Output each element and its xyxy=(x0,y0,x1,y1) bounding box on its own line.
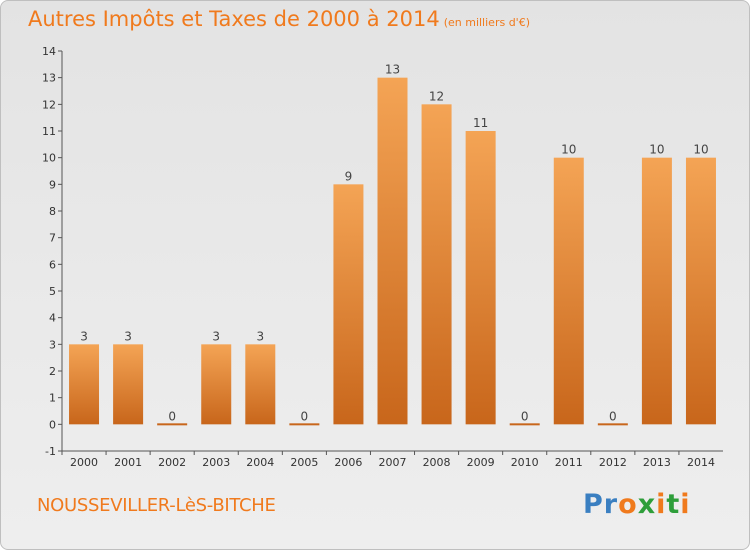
data-label: 0 xyxy=(609,409,617,423)
bar xyxy=(641,157,672,425)
data-label: 3 xyxy=(256,329,264,343)
commune-name: NOUSSEVILLER-LèS-BITCHE xyxy=(37,495,276,516)
data-label: 0 xyxy=(301,409,309,423)
x-tick-label: 2006 xyxy=(334,456,362,469)
chart-title-text: Autres Impôts et Taxes de 2000 à 2014 xyxy=(28,7,440,31)
data-label: 3 xyxy=(212,329,220,343)
y-tick-label: 11 xyxy=(42,125,56,138)
x-tick-label: 2004 xyxy=(246,456,274,469)
bar xyxy=(685,157,716,425)
logo-letter: t xyxy=(666,489,681,520)
y-tick-label: -1 xyxy=(45,445,56,458)
x-tick-label: 2003 xyxy=(202,456,230,469)
y-tick-label: 13 xyxy=(42,72,56,85)
x-tick-label: 2009 xyxy=(467,456,495,469)
bar xyxy=(157,423,188,426)
y-tick-label: 3 xyxy=(49,338,56,351)
bar xyxy=(113,344,144,425)
x-tick-label: 2014 xyxy=(687,456,715,469)
data-label: 0 xyxy=(168,409,176,423)
bar xyxy=(509,423,540,426)
y-tick-label: 12 xyxy=(42,98,56,111)
bar xyxy=(201,344,232,425)
y-tick-label: 10 xyxy=(42,152,56,165)
y-tick-label: 1 xyxy=(49,392,56,405)
logo-letter: o xyxy=(618,489,638,520)
x-tick-label: 2012 xyxy=(599,456,627,469)
x-tick-label: 2011 xyxy=(555,456,583,469)
data-label: 11 xyxy=(473,116,488,130)
y-tick-label: 14 xyxy=(42,45,56,58)
logo-letter: x xyxy=(637,489,657,520)
x-tick-label: 2008 xyxy=(423,456,451,469)
x-tick-label: 2005 xyxy=(290,456,318,469)
data-label: 13 xyxy=(385,63,400,77)
bar xyxy=(465,131,496,425)
bar xyxy=(69,344,100,425)
data-label: 10 xyxy=(649,143,664,157)
chart-title: Autres Impôts et Taxes de 2000 à 2014 (en… xyxy=(28,7,530,31)
bar xyxy=(377,77,408,425)
data-label: 3 xyxy=(80,329,88,343)
data-label: 3 xyxy=(124,329,132,343)
y-tick-label: 8 xyxy=(49,205,56,218)
bar xyxy=(597,423,628,426)
bar xyxy=(421,104,452,425)
logo-letter: r xyxy=(603,489,619,520)
y-tick-label: 6 xyxy=(49,258,56,271)
data-label: 0 xyxy=(521,409,529,423)
y-tick-label: 9 xyxy=(49,178,56,191)
data-label: 12 xyxy=(429,89,444,103)
bar xyxy=(245,344,276,425)
bar xyxy=(289,423,320,426)
x-tick-label: 2002 xyxy=(158,456,186,469)
y-tick-label: 0 xyxy=(49,418,56,431)
bar xyxy=(553,157,584,425)
y-tick-label: 2 xyxy=(49,365,56,378)
y-tick-label: 5 xyxy=(49,285,56,298)
x-tick-label: 2007 xyxy=(379,456,407,469)
data-label: 10 xyxy=(561,143,576,157)
x-tick-label: 2000 xyxy=(70,456,98,469)
proxiti-logo: Proxiti xyxy=(583,489,691,520)
logo-letter: P xyxy=(583,489,604,520)
y-tick-label: 4 xyxy=(49,312,56,325)
logo-letter: i xyxy=(656,489,667,520)
x-tick-label: 2010 xyxy=(511,456,539,469)
logo-letter: i xyxy=(680,489,691,520)
chart-unit: (en milliers d'€) xyxy=(443,16,530,29)
y-tick-label: 7 xyxy=(49,232,56,245)
x-tick-label: 2001 xyxy=(114,456,142,469)
data-label: 9 xyxy=(345,169,353,183)
data-label: 10 xyxy=(693,143,708,157)
x-tick-label: 2013 xyxy=(643,456,671,469)
bar xyxy=(333,184,364,425)
